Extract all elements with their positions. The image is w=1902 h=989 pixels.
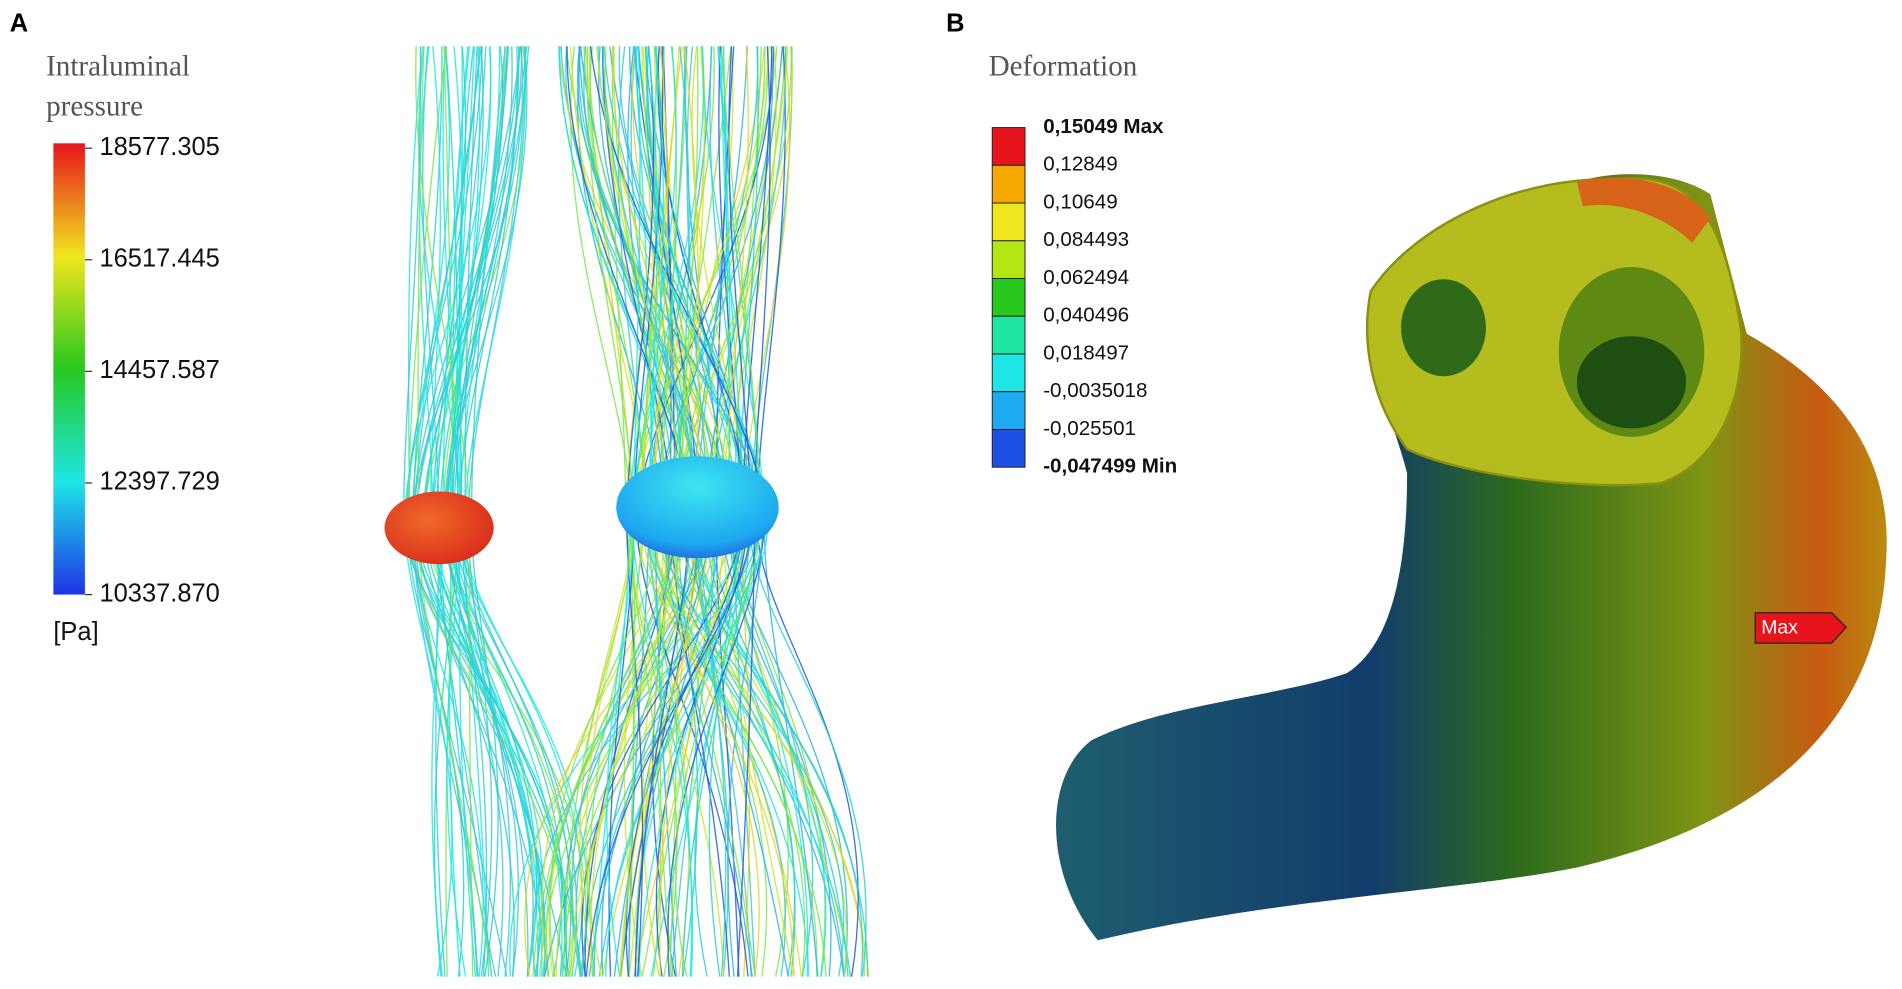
colorbar-tick-label: 16517.445 bbox=[99, 245, 219, 273]
colorbar bbox=[53, 143, 85, 595]
colorbar-tick-label: 18577.305 bbox=[99, 133, 219, 161]
vessel-hole bbox=[1576, 336, 1687, 429]
legend-swatch bbox=[991, 240, 1026, 280]
legend-swatch bbox=[991, 391, 1026, 430]
legend-label: 0,15049 Max bbox=[1043, 115, 1164, 138]
legend-swatch bbox=[991, 164, 1026, 204]
colorbar-tick-label: 14457.587 bbox=[99, 356, 219, 384]
colorbar-title: Intraluminal bbox=[46, 50, 190, 82]
legend-label: 0,10649 bbox=[1043, 190, 1118, 213]
legend: 0,15049 Max 0,12849 0,10649 0,084493 0,06249… bbox=[991, 115, 1177, 478]
legend-label: -0,047499 Min bbox=[1043, 455, 1177, 478]
legend-label: -0,025501 bbox=[1043, 417, 1136, 440]
legend-swatch bbox=[991, 127, 1026, 166]
vessel-rim bbox=[1576, 177, 1711, 243]
panel-label: B bbox=[946, 10, 964, 38]
vessel-model: Max bbox=[1056, 174, 1887, 941]
legend-label: 0,018497 bbox=[1043, 341, 1129, 364]
legend-label: 0,12849 bbox=[1043, 153, 1118, 176]
vessel-hole bbox=[1401, 279, 1486, 377]
colorbar-tick-label: 12397.729 bbox=[99, 468, 219, 496]
legend-swatch bbox=[991, 353, 1026, 393]
panel-label: A bbox=[10, 10, 28, 38]
aneurysm-sac bbox=[616, 456, 779, 559]
legend-label: 0,040496 bbox=[1043, 304, 1129, 327]
legend-label: 0,062494 bbox=[1043, 266, 1129, 289]
legend-swatch bbox=[991, 428, 1026, 468]
colorbar-unit: [Pa] bbox=[53, 618, 98, 646]
legend-swatch bbox=[991, 315, 1026, 355]
legend-label: 0,084493 bbox=[1043, 228, 1129, 251]
colorbar-tick-label: 10337.870 bbox=[99, 579, 219, 607]
colorbar-title: pressure bbox=[46, 90, 143, 122]
max-marker bbox=[1754, 612, 1848, 644]
legend-title: Deformation bbox=[989, 50, 1138, 82]
max-marker-label: Max bbox=[1761, 617, 1798, 639]
aneurysm-sac bbox=[384, 491, 494, 565]
legend-swatch bbox=[991, 202, 1026, 242]
legend-swatch bbox=[991, 278, 1026, 317]
legend-label: -0,0035018 bbox=[1043, 379, 1147, 402]
